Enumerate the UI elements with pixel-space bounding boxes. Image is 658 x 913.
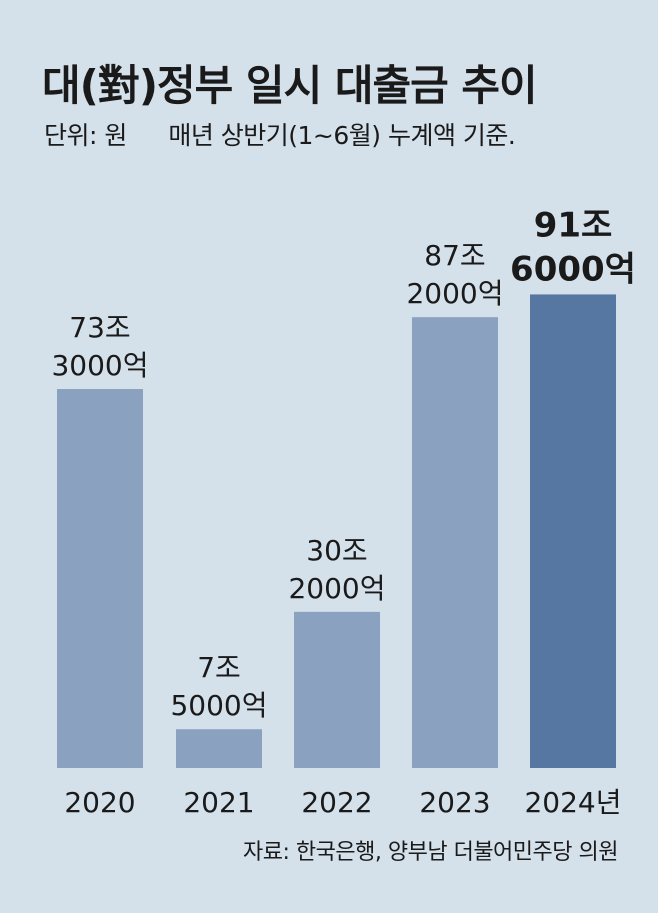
bar-2022	[294, 611, 380, 768]
data-label-2023-line1: 87조	[424, 239, 485, 272]
x-tick-2023: 2023	[419, 786, 490, 819]
x-tick-2022: 2022	[301, 786, 372, 819]
data-label-2024년-line2: 6000억	[510, 249, 636, 289]
bar-2024년	[530, 294, 616, 768]
data-label-2020-line2: 3000억	[51, 349, 148, 382]
source-note: 자료: 한국은행, 양부남 더불어민주당 의원	[243, 840, 618, 865]
x-tick-2024년: 2024년	[524, 786, 621, 819]
chart-subtitle: 단위: 원 매년 상반기(1~6월) 누계액 기준.	[44, 116, 516, 152]
data-label-2024년-line1: 91조	[534, 205, 613, 245]
basis-note: 매년 상반기(1~6월) 누계액 기준.	[168, 121, 516, 150]
data-label-2021-line1: 7조	[197, 651, 241, 684]
x-tick-2021: 2021	[183, 786, 254, 819]
data-label-2022-line1: 30조	[306, 534, 367, 567]
data-label-2021-line2: 5000억	[170, 689, 267, 722]
data-label-2023-line2: 2000억	[406, 277, 503, 310]
x-tick-2020: 2020	[64, 786, 135, 819]
bar-2020	[57, 389, 143, 768]
unit-label: 단위: 원	[44, 121, 127, 150]
data-label-2020-line1: 73조	[69, 311, 130, 344]
chart-title: 대(對)정부 일시 대출금 추이	[42, 61, 538, 110]
bar-2023	[412, 317, 498, 768]
data-label-2022-line2: 2000억	[288, 572, 385, 605]
bar-2021	[176, 729, 262, 768]
